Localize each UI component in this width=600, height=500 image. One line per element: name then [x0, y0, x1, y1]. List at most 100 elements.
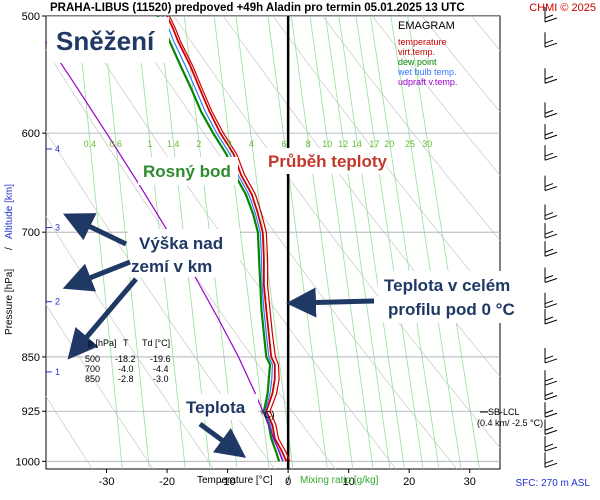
- sfc-label: SFC: 270 m ASL: [516, 478, 591, 489]
- series-line-temperature: [166, 16, 288, 462]
- mixing-ratio-line: [290, 16, 354, 469]
- altitude-tick-label: 2: [55, 297, 60, 307]
- arrow-to-2km: [62, 259, 131, 292]
- dry-adiabat: [123, 16, 458, 469]
- dry-adiabat: [74, 16, 397, 469]
- dry-adiabat: [371, 16, 500, 176]
- series-line-wet-bulb-temp: [161, 16, 284, 462]
- wind-barb-feather: [544, 230, 554, 235]
- wind-barb-feather: [544, 155, 558, 161]
- mixing-ratio-line: [325, 16, 391, 469]
- wind-barb-feather: [544, 300, 554, 305]
- y-tick-label: 500: [22, 11, 40, 23]
- lcl-label-line1: SB-LCL: [488, 407, 520, 417]
- dry-adiabat: [322, 16, 500, 241]
- table-row-700-p: 700: [85, 364, 100, 374]
- y-tick-label: 600: [22, 128, 40, 140]
- wind-barb-feather: [544, 462, 558, 468]
- wind-barb-feather: [544, 152, 554, 157]
- legend: EMAGRAM temperature virt.temp. dew point…: [397, 20, 457, 87]
- table-row-500-t: -18.2: [115, 354, 136, 364]
- wind-barb-feather: [544, 75, 554, 80]
- table-row-500-p: 500: [85, 354, 100, 364]
- arrow-to-1km: [67, 277, 138, 360]
- mixing-ratio-line: [77, 16, 123, 469]
- mixing-ratio-line: [370, 16, 440, 469]
- below-zero-label-line1: Teplota v celém: [384, 276, 510, 295]
- temp-profile-label: Průběh teploty: [268, 152, 388, 171]
- x-tick-label: 10: [343, 476, 355, 488]
- wind-barb-feather: [544, 429, 558, 435]
- wind-barb-feather: [544, 446, 558, 452]
- y-tick-label: 700: [22, 227, 40, 239]
- table-row-700-td: -4.4: [153, 364, 169, 374]
- wind-barb-feather: [544, 39, 554, 44]
- wind-barb-feather: [544, 380, 558, 386]
- table-header-p: p [hPa]: [88, 338, 117, 348]
- mixing-ratio-label: 0.6: [109, 139, 122, 149]
- mixing-ratio-line: [235, 16, 294, 469]
- altitude-tick-label: 3: [55, 223, 60, 233]
- x-tick-label: 20: [403, 476, 415, 488]
- wind-barb-feather: [544, 355, 554, 360]
- wind-barb-feather: [544, 14, 554, 19]
- wind-barb-feather: [544, 17, 558, 23]
- legend-item-wet-bulb: wet bulb temp.: [397, 67, 457, 77]
- mixing-ratio-label: 3: [227, 139, 232, 149]
- below-zero-label-line2: profilu pod 0 °C: [388, 300, 515, 319]
- y-axis-label-altitude: Altitude [km]: [4, 184, 15, 239]
- wind-barb-feather: [544, 78, 558, 84]
- wind-barb-feather: [544, 278, 558, 283]
- height-label-line1: Výška nad: [139, 234, 223, 253]
- y-axis-label-sep: /: [4, 247, 15, 250]
- wind-barb-feather: [544, 443, 554, 448]
- y-tick-label: 850: [22, 352, 40, 364]
- series-line-dew-point: [156, 16, 281, 462]
- dry-adiabat: [571, 16, 600, 469]
- height-label-line2: zemí v km: [131, 257, 212, 276]
- wind-barb-feather: [544, 409, 554, 414]
- mixing-ratio-line: [390, 16, 462, 469]
- legend-item-updraft: udpraft v.temp.: [398, 77, 457, 87]
- wind-barb-feather: [544, 183, 554, 188]
- dry-adiabat: [521, 16, 600, 469]
- wind-barb-feather: [544, 316, 554, 321]
- below-zero-label-box: [378, 271, 522, 323]
- snow-label-box: [47, 17, 169, 63]
- y-tick-label: 925: [22, 406, 40, 418]
- height-label-box: [128, 229, 240, 277]
- annotation-arrows: [62, 213, 375, 458]
- mixing-ratio-line: [309, 16, 374, 469]
- wind-barb-feather: [544, 412, 558, 418]
- wind-barb-feather: [544, 134, 558, 140]
- table-row-700-t: -4.0: [118, 364, 134, 374]
- wind-barb-feather: [544, 426, 554, 431]
- arrow-to-profile: [286, 287, 375, 318]
- wind-barb-feather: [544, 251, 558, 257]
- mixing-ratio-label: 30: [422, 139, 432, 149]
- mixing-ratio-label: 20: [384, 139, 394, 149]
- lcl-label-line2: (0.4 km/ -2.5 °C): [477, 418, 543, 428]
- x-tick-label: 30: [464, 476, 476, 488]
- x-tick-label: -30: [99, 476, 115, 488]
- mixing-ratio-label: 25: [405, 139, 415, 149]
- wind-barb-feather: [544, 377, 554, 382]
- mixing-ratio-label: 0.4: [84, 139, 97, 149]
- mixing-ratio-label: 17: [369, 139, 379, 149]
- y-axis-label: Pressure [hPa]: [4, 269, 15, 335]
- table-row-500-td: -19.6: [150, 354, 171, 364]
- y-tick-label: 1000: [16, 456, 40, 468]
- mixing-ratio-line: [213, 16, 270, 469]
- chart-title: PRAHA-LIBUS (11520) predpoved +49h Aladi…: [50, 2, 465, 14]
- mixing-ratio-line: [355, 16, 424, 469]
- temperature-label: Teplota: [186, 398, 246, 417]
- table-header-td: Td [°C]: [142, 338, 170, 348]
- wind-barb-feather: [544, 186, 558, 192]
- mixing-ratio-label: 14: [352, 139, 362, 149]
- mixing-ratio-line: [338, 16, 405, 469]
- table-row-850-p: 850: [85, 374, 100, 384]
- wind-barb-feather: [544, 112, 558, 118]
- wind-barb-feather: [544, 275, 554, 279]
- x-axis-label: Temperature [°C]: [197, 475, 273, 486]
